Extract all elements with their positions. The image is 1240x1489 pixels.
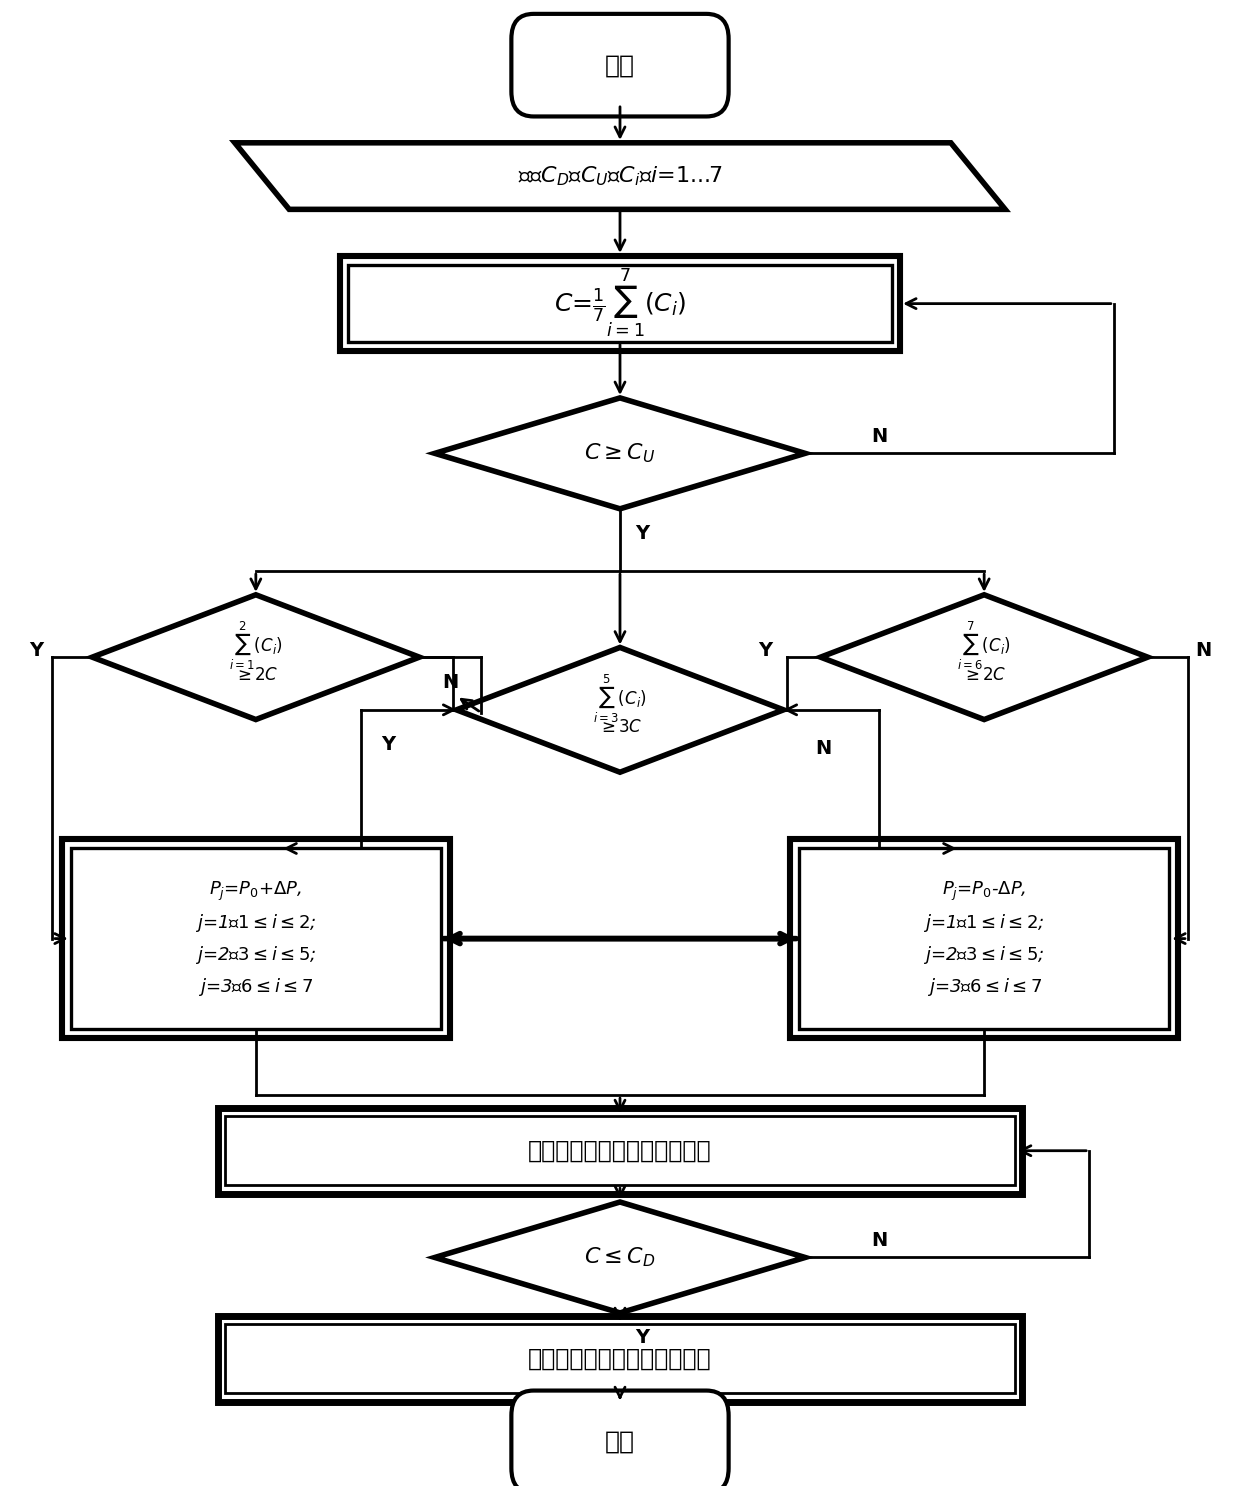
Text: 结束: 结束 [605,1429,635,1453]
Polygon shape [821,594,1148,719]
Bar [340,256,900,351]
Bar [62,838,450,1038]
Text: 电加热器启动，冷凝机组停止: 电加热器启动，冷凝机组停止 [528,1139,712,1163]
Text: $C \geq C_U$: $C \geq C_U$ [584,442,656,465]
Text: N: N [872,1231,888,1251]
Text: $\geq 3C$: $\geq 3C$ [598,718,642,736]
Bar [348,265,892,342]
Text: $\geq 2C$: $\geq 2C$ [233,666,278,683]
Text: $P_j$=$P_0$-$\Delta P$,
$j$=1，$1\leq i\leq 2$;
$j$=2，$3\leq i\leq 5$;
$j$=3，$6\l: $P_j$=$P_0$-$\Delta P$, $j$=1，$1\leq i\l… [924,880,1045,998]
Text: N: N [1195,640,1211,660]
FancyBboxPatch shape [511,13,729,116]
Bar [224,1324,1016,1394]
Polygon shape [92,594,419,719]
Text: Y: Y [382,736,396,753]
Text: Y: Y [30,640,43,660]
Text: $\sum_{i=1}^{2}(C_i)$: $\sum_{i=1}^{2}(C_i)$ [229,619,283,672]
Text: N: N [815,739,831,758]
Text: 开始: 开始 [605,54,635,77]
Text: $\sum_{i=3}^{5}(C_i)$: $\sum_{i=3}^{5}(C_i)$ [593,673,647,725]
Text: Y: Y [758,640,773,660]
Text: 输入$C_D$，$C_U$，$C_i$，$i$=1...7: 输入$C_D$，$C_U$，$C_i$，$i$=1...7 [517,164,723,188]
Text: N: N [872,427,888,447]
Bar [790,838,1178,1038]
Text: N: N [443,673,459,691]
Bar [71,849,441,1029]
FancyBboxPatch shape [511,1391,729,1489]
Bar [799,849,1169,1029]
Bar [224,1117,1016,1185]
Polygon shape [435,398,805,509]
Bar [217,1108,1023,1194]
Text: $C \leq C_D$: $C \leq C_D$ [584,1246,656,1269]
Text: $\geq 2C$: $\geq 2C$ [962,666,1007,683]
Text: $\sum_{i=6}^{7}(C_i)$: $\sum_{i=6}^{7}(C_i)$ [957,619,1011,672]
Polygon shape [234,143,1006,210]
Polygon shape [435,1202,805,1313]
Text: 电加热器停止，冷凝机组启动: 电加热器停止，冷凝机组启动 [528,1346,712,1371]
Text: $C$=$\frac{1}{7}\sum_{i=1}^{7}(C_i)$: $C$=$\frac{1}{7}\sum_{i=1}^{7}(C_i)$ [554,267,686,339]
Text: $P_j$=$P_0$+$\Delta P$,
$j$=1，$1\leq i\leq 2$;
$j$=2，$3\leq i\leq 5$;
$j$=3，$6\l: $P_j$=$P_0$+$\Delta P$, $j$=1，$1\leq i\l… [195,880,316,998]
Text: Y: Y [635,524,650,543]
Bar [217,1316,1023,1401]
Text: Y: Y [635,1328,650,1348]
Polygon shape [456,648,784,773]
